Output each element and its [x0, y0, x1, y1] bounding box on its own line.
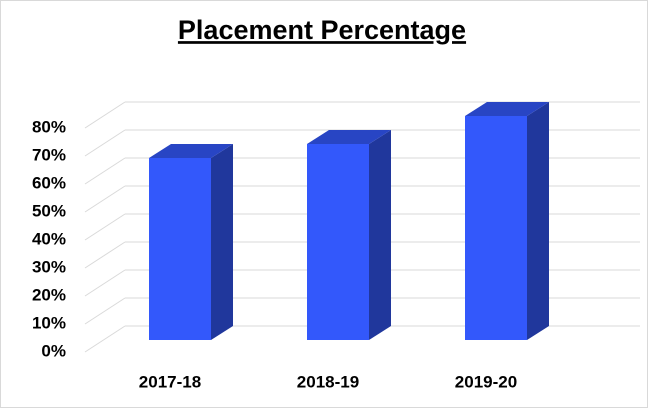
bar [149, 158, 211, 340]
y-tick-label: 70% [32, 145, 66, 164]
bar-top [307, 130, 391, 144]
y-tick-label: 10% [32, 313, 66, 332]
bar [465, 116, 527, 340]
bar-top [149, 144, 233, 158]
bar-top [465, 102, 549, 116]
bar [307, 144, 369, 340]
bar-side [211, 144, 233, 340]
x-tick-label: 2019-20 [455, 372, 517, 391]
grid-line [84, 325, 126, 353]
grid-line [84, 157, 126, 185]
y-tick-label: 30% [32, 257, 66, 276]
grid-line [84, 269, 126, 297]
bar-side [527, 102, 549, 340]
grid-line [84, 101, 126, 129]
y-tick-label: 40% [32, 229, 66, 248]
grid-line [84, 213, 126, 241]
y-tick-label: 80% [32, 117, 66, 136]
grid-line [84, 241, 126, 269]
grid-line [84, 185, 126, 213]
bar-side [369, 130, 391, 340]
y-tick-label: 60% [32, 173, 66, 192]
grid-line [84, 129, 126, 157]
y-tick-label: 0% [41, 341, 66, 360]
y-tick-label: 20% [32, 285, 66, 304]
y-tick-label: 50% [32, 201, 66, 220]
x-tick-label: 2017-18 [139, 372, 201, 391]
x-tick-label: 2018-19 [297, 372, 359, 391]
chart-title: Placement Percentage [178, 15, 466, 45]
grid-line [84, 297, 126, 325]
